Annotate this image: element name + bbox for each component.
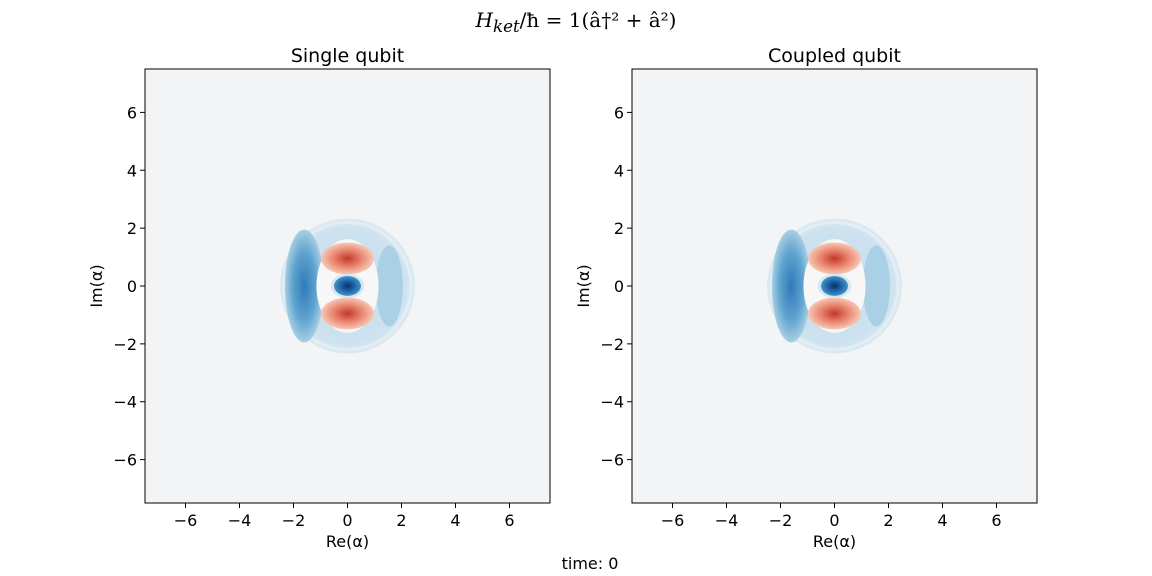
panel-2-lower-lobe <box>808 297 861 330</box>
panel-1-left-crescent <box>284 229 324 343</box>
panel-1-xtick-label: 0 <box>342 511 352 530</box>
panel-2-xtick-label: −4 <box>715 511 739 530</box>
panel-2-ytick-label: −4 <box>600 393 624 412</box>
figure-title: Hket/ħ = 1(â†² + â²) <box>0 8 1152 36</box>
time-label: time: 0 <box>561 554 619 573</box>
panel-1-xtick-label: 4 <box>450 511 460 530</box>
panel-2-central-core <box>821 276 848 296</box>
panel-2-xtick-label: 4 <box>937 511 947 530</box>
panel-2-ytick-label: 2 <box>614 219 624 238</box>
hamiltonian-symbol: H <box>475 8 493 32</box>
panel-1-xtick-label: 6 <box>504 511 514 530</box>
panel-2-xtick-label: 6 <box>991 511 1001 530</box>
panel-2-ytick-label: 0 <box>614 277 624 296</box>
panel-2-left-crescent <box>771 229 811 343</box>
panel-1-xtick-label: −4 <box>228 511 252 530</box>
panel-2-xlabel: Re(α) <box>813 532 856 551</box>
panel-1-title: Single qubit <box>291 45 404 67</box>
panel-1-xtick-label: 2 <box>396 511 406 530</box>
panel-1-central-core <box>334 276 361 296</box>
panel-2-title: Coupled qubit <box>768 45 901 67</box>
panel-1-ytick-label: −6 <box>113 451 137 470</box>
panel-1-ylabel: Im(α) <box>87 264 106 307</box>
panel-1-ytick-label: 4 <box>127 161 137 180</box>
panel-2-right-crescent <box>862 245 890 327</box>
panel-1-upper-lobe <box>321 242 374 275</box>
panel-2-ylabel: Im(α) <box>574 264 593 307</box>
panel-2: −6 −4 −2 0 2 4 6 −6 −4 −2 0 2 4 6 Coupled qubit Re(α) Im… <box>574 45 1038 551</box>
panel-2-ytick-label: −2 <box>600 335 624 354</box>
panel-1-right-crescent <box>375 245 403 327</box>
panel-2-halo-ring <box>769 221 900 351</box>
panel-1-lower-lobe <box>321 297 374 330</box>
panel-2-xtick-label: −6 <box>661 511 685 530</box>
panel-2-ytick-label: 4 <box>614 161 624 180</box>
panel-2-upper-lobe <box>808 242 861 275</box>
panel-1-ytick-label: −4 <box>113 393 137 412</box>
panel-1-ytick-label: −2 <box>113 335 137 354</box>
panel-2-xtick-label: −2 <box>769 511 793 530</box>
panel-1-ytick-label: 0 <box>127 277 137 296</box>
panel-1-ytick-label: 6 <box>127 103 137 122</box>
panel-2-xtick-label: 2 <box>883 511 893 530</box>
panel-1-halo-ring <box>282 221 413 351</box>
hamiltonian-expression: /ħ = 1(â†² + â²) <box>519 8 677 32</box>
panel-1-xlabel: Re(α) <box>326 532 369 551</box>
panel-1-xtick-label: −6 <box>174 511 198 530</box>
hamiltonian-subscript: ket <box>493 17 520 36</box>
panel-1-xtick-label: −2 <box>282 511 306 530</box>
panel-2-ytick-label: 6 <box>614 103 624 122</box>
panel-2-xtick-label: 0 <box>829 511 839 530</box>
panel-2-ytick-label: −6 <box>600 451 624 470</box>
panel-1: −6 −4 −2 0 2 4 6 −6 −4 −2 0 2 4 6 Single qubit Re(α) Im(… <box>87 45 551 551</box>
panel-1-ytick-label: 2 <box>127 219 137 238</box>
